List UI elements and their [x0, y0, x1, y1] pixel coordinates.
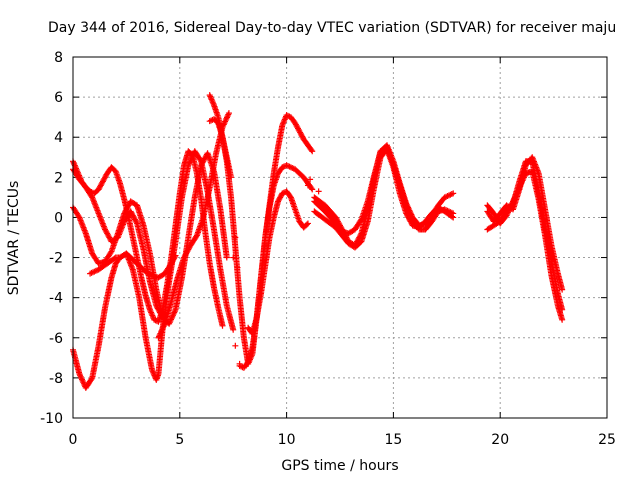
x-tick-labels: 0 5 10 15 20 25	[69, 432, 616, 448]
series-track-m	[311, 146, 457, 251]
y-tick-label: 4	[54, 130, 63, 146]
y-tick-label: 0	[54, 210, 63, 226]
data-point	[357, 217, 364, 224]
y-tick-label: -2	[49, 251, 63, 267]
data-point	[193, 233, 200, 240]
data-point	[88, 193, 95, 200]
x-tick-label: 20	[491, 432, 509, 448]
series-track-l	[311, 144, 457, 237]
data-point	[287, 193, 294, 200]
data-point	[172, 252, 179, 259]
data-point	[88, 376, 95, 383]
data-point	[309, 148, 316, 155]
data-point	[107, 249, 114, 256]
series-track-e	[87, 250, 179, 281]
series-track-k	[311, 142, 457, 249]
x-tick-label: 0	[69, 432, 78, 448]
y-tick-label: -10	[40, 411, 63, 427]
series-track-d	[70, 166, 166, 321]
x-tick-label: 10	[278, 432, 296, 448]
data-point	[450, 190, 457, 197]
series-track-i	[236, 112, 316, 371]
series-track-j	[245, 188, 311, 337]
data-point	[304, 220, 311, 227]
y-axis-label: SDTVAR / TECUs	[6, 181, 22, 296]
data-point	[315, 188, 322, 195]
data-point	[223, 254, 230, 261]
x-tick-label: 5	[175, 432, 184, 448]
data-point	[303, 221, 310, 228]
data-point	[75, 213, 82, 220]
data-point	[308, 147, 315, 154]
y-tick-label: -4	[49, 291, 63, 307]
y-tick-label: -6	[49, 331, 63, 347]
y-tick-label: 6	[54, 90, 63, 106]
x-tick-label: 25	[598, 432, 616, 448]
data-point	[232, 342, 239, 349]
data-points	[70, 92, 566, 391]
series-track-f	[155, 110, 232, 341]
data-point	[171, 253, 178, 260]
data-point	[559, 316, 566, 323]
data-point	[308, 185, 315, 192]
y-tick-labels: -10 -8 -6 -4 -2 0 2 4 6 8	[40, 50, 63, 427]
x-axis-label: GPS time / hours	[281, 458, 398, 474]
data-point	[225, 110, 232, 117]
data-point	[111, 255, 118, 262]
y-tick-label: 8	[54, 50, 63, 66]
chart-title: Day 344 of 2016, Sidereal Day-to-day VTE…	[48, 20, 616, 36]
data-point	[309, 186, 316, 193]
y-tick-label: 2	[54, 170, 63, 186]
data-point	[219, 322, 226, 329]
x-tick-label: 15	[384, 432, 402, 448]
data-point	[244, 360, 251, 367]
y-tick-label: -8	[49, 371, 63, 387]
grid-lines	[73, 57, 607, 418]
data-point	[230, 326, 237, 333]
data-point	[133, 219, 140, 226]
